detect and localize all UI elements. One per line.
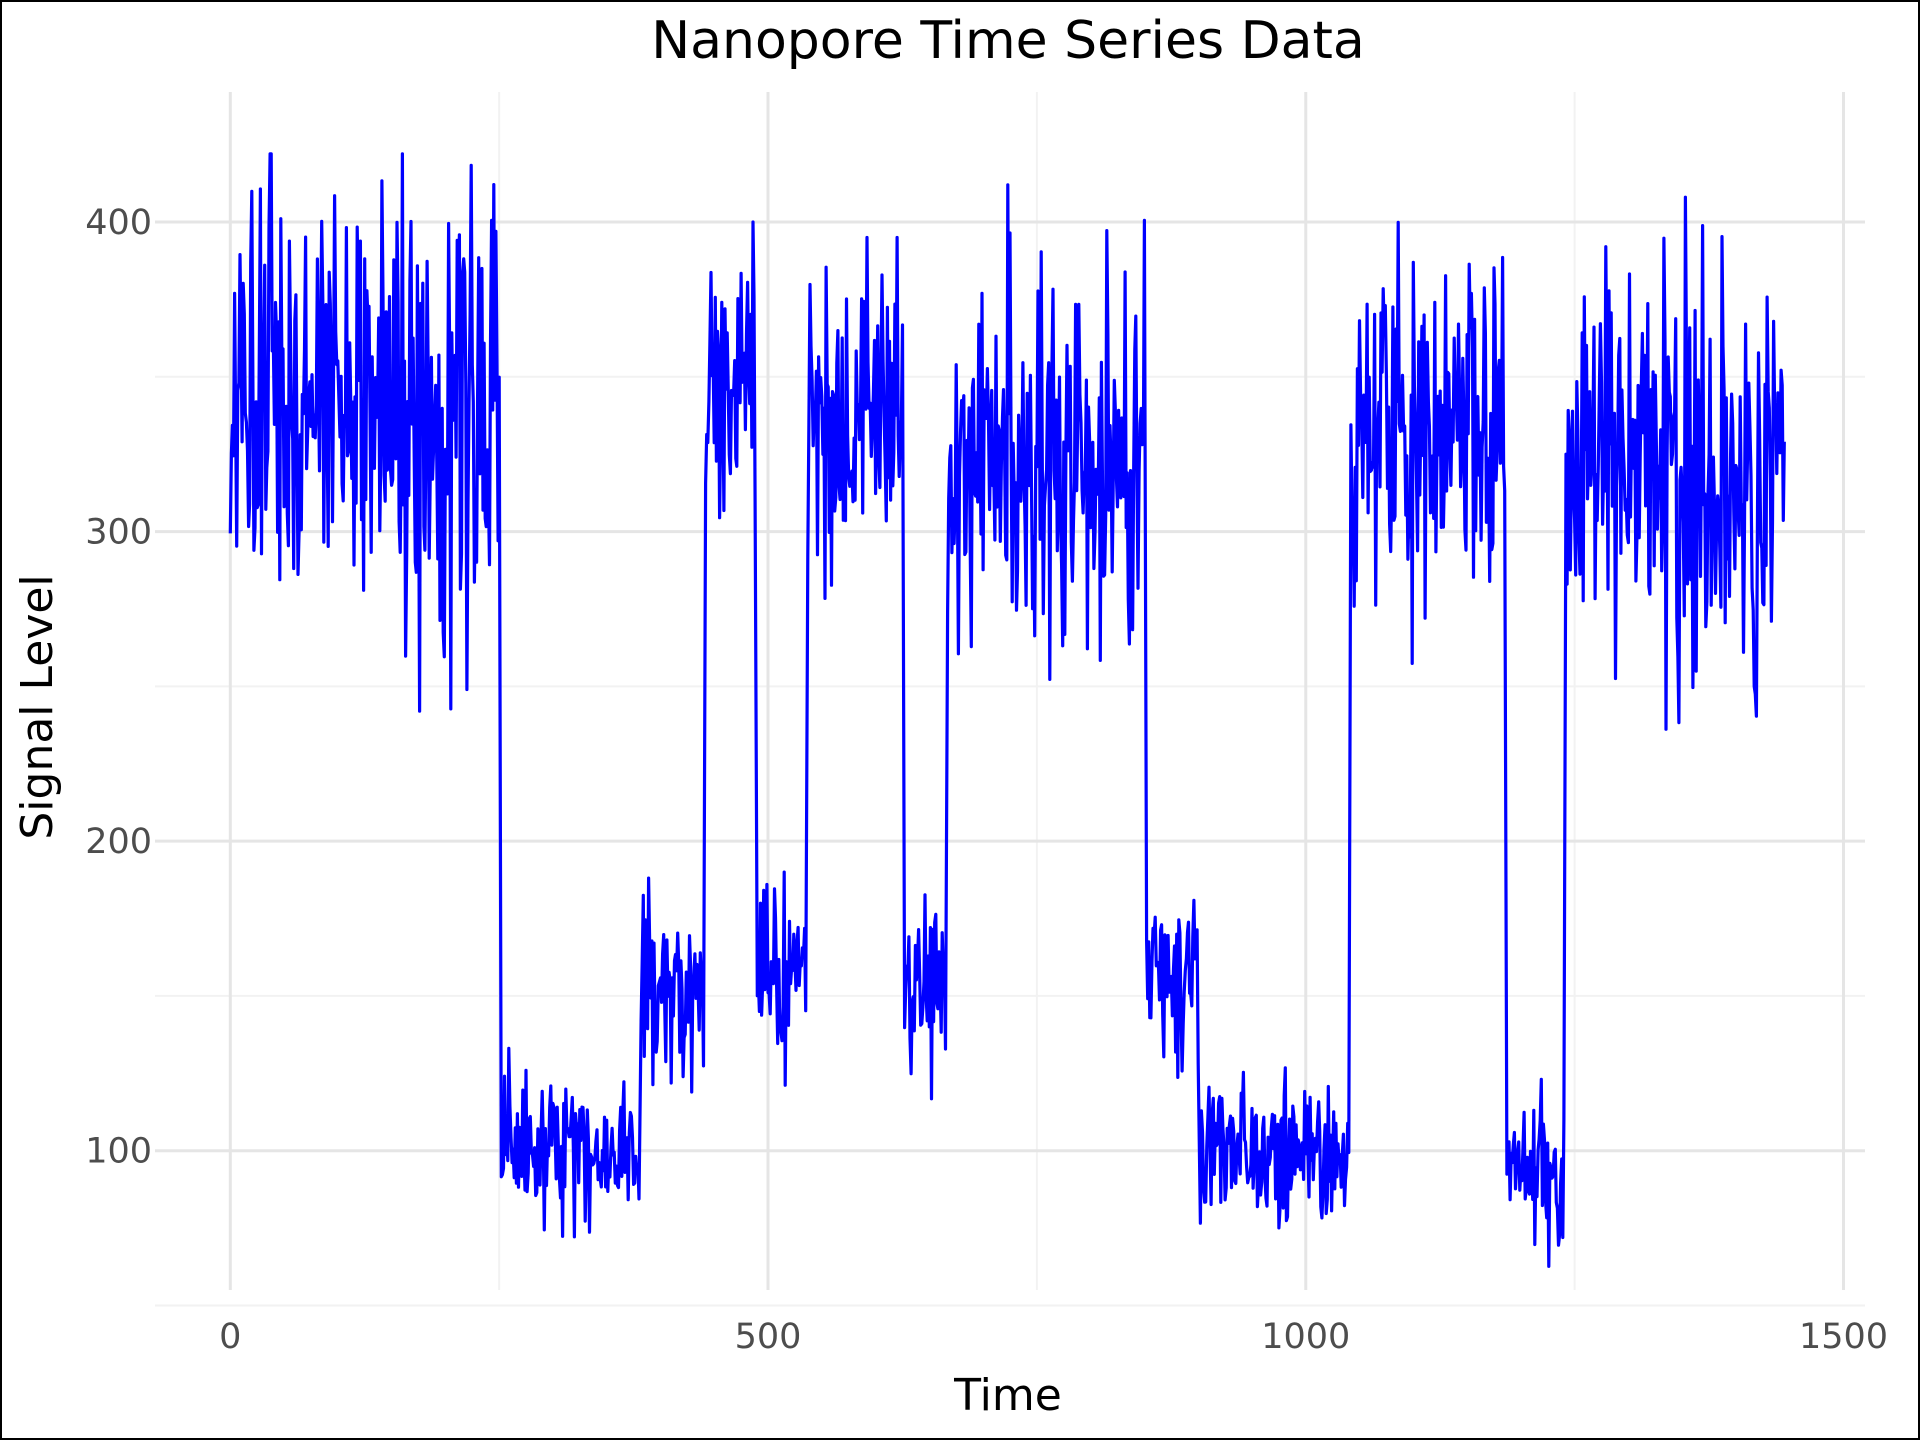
- y-tick-label: 100: [85, 1132, 152, 1172]
- y-axis-title: Signal Level: [12, 574, 63, 839]
- x-tick-label: 1500: [1799, 1317, 1888, 1357]
- y-tick-label: 300: [85, 513, 152, 553]
- y-tick-label: 200: [85, 822, 152, 862]
- x-tick-label: 1000: [1261, 1317, 1350, 1357]
- series-group: [228, 152, 1786, 1268]
- y-tick-label: 400: [85, 203, 152, 243]
- chart-title: Nanopore Time Series Data: [651, 11, 1365, 71]
- y-tick-labels: 100 200 300 400: [85, 203, 152, 1172]
- x-tick-label: 0: [219, 1317, 241, 1357]
- x-axis-title: Time: [953, 1370, 1062, 1421]
- x-tick-label: 500: [735, 1317, 802, 1357]
- series-line-0: [228, 152, 1786, 1268]
- x-tick-labels: 0 500 1000 1500: [219, 1317, 1888, 1357]
